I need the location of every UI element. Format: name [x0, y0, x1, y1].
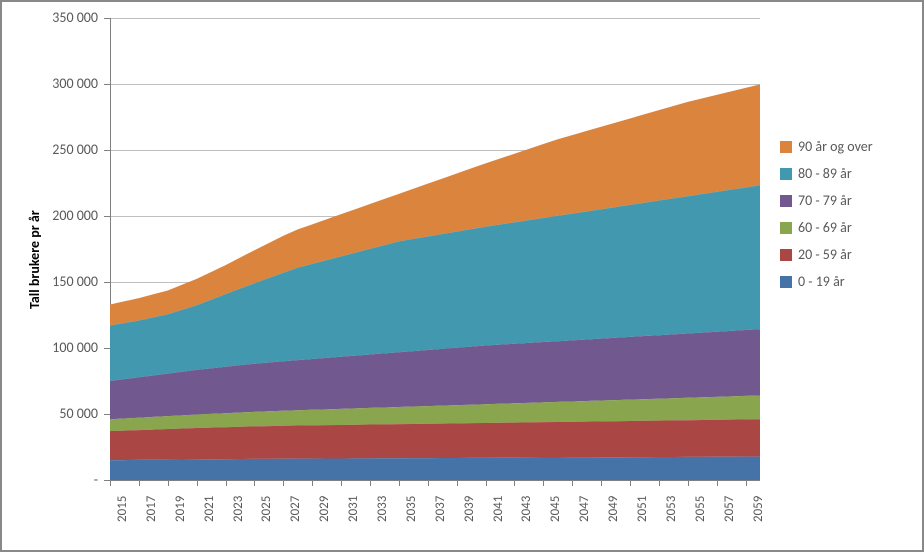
- legend-item: 80 - 89 år: [780, 165, 873, 182]
- legend-item: 90 år og over: [780, 138, 873, 155]
- legend: 90 år og over 80 - 89 år 70 - 79 år 60 - 69…: [780, 138, 873, 300]
- x-tick: [543, 480, 544, 486]
- x-tick-label: 2051: [635, 496, 650, 522]
- x-tick-label: 2057: [722, 496, 737, 522]
- legend-swatch: [780, 249, 792, 261]
- y-tick-label: 350 000: [38, 9, 98, 26]
- x-tick-label: 2025: [259, 496, 274, 522]
- legend-item: 60 - 69 år: [780, 219, 873, 236]
- x-tick: [514, 480, 515, 486]
- x-tick: [139, 480, 140, 486]
- x-tick: [746, 480, 747, 486]
- y-tick-label: 300 000: [38, 75, 98, 92]
- x-tick: [341, 480, 342, 486]
- y-tick-label: 100 000: [38, 339, 98, 356]
- legend-label: 90 år og over: [798, 138, 873, 155]
- legend-label: 0 - 19 år: [798, 273, 845, 290]
- x-tick-label: 2021: [202, 496, 217, 522]
- x-tick: [399, 480, 400, 486]
- x-tick-label: 2043: [519, 496, 534, 522]
- x-tick: [717, 480, 718, 486]
- x-tick: [168, 480, 169, 486]
- legend-swatch: [780, 222, 792, 234]
- x-tick: [110, 480, 111, 486]
- legend-item: 70 - 79 år: [780, 192, 873, 209]
- chart-wrap: Tall brukere pr år 90 år og over 80 - 89 …: [2, 2, 922, 550]
- x-tick-label: 2049: [606, 496, 621, 522]
- legend-label: 60 - 69 år: [798, 219, 852, 236]
- x-tick: [226, 480, 227, 486]
- legend-swatch: [780, 276, 792, 288]
- x-tick: [659, 480, 660, 486]
- legend-swatch: [780, 141, 792, 153]
- x-tick-label: 2041: [491, 496, 506, 522]
- x-tick-label: 2045: [548, 496, 563, 522]
- legend-swatch: [780, 168, 792, 180]
- legend-item: 20 - 59 år: [780, 246, 873, 263]
- plot-area: [110, 18, 760, 480]
- legend-swatch: [780, 195, 792, 207]
- x-tick-label: 2059: [751, 496, 766, 522]
- y-tick-label: -: [38, 471, 98, 488]
- legend-label: 80 - 89 år: [798, 165, 852, 182]
- x-tick-label: 2047: [577, 496, 592, 522]
- legend-label: 20 - 59 år: [798, 246, 852, 263]
- x-tick: [370, 480, 371, 486]
- x-tick: [486, 480, 487, 486]
- x-tick-label: 2055: [693, 496, 708, 522]
- chart-frame: Tall brukere pr år 90 år og over 80 - 89 …: [0, 0, 924, 552]
- y-axis-label: Tall brukere pr år: [26, 210, 43, 309]
- x-tick-label: 2035: [404, 496, 419, 522]
- x-tick-label: 2037: [433, 496, 448, 522]
- y-tick-label: 150 000: [38, 273, 98, 290]
- y-tick-label: 250 000: [38, 141, 98, 158]
- x-tick-label: 2015: [115, 496, 130, 522]
- x-tick-label: 2031: [346, 496, 361, 522]
- y-tick-label: 200 000: [38, 207, 98, 224]
- stacked-area-svg: [110, 18, 760, 480]
- x-axis-line: [110, 480, 760, 481]
- x-tick-label: 2029: [317, 496, 332, 522]
- x-tick-label: 2033: [375, 496, 390, 522]
- x-tick: [572, 480, 573, 486]
- x-tick: [254, 480, 255, 486]
- x-tick: [428, 480, 429, 486]
- x-tick: [688, 480, 689, 486]
- legend-label: 70 - 79 år: [798, 192, 852, 209]
- x-tick-label: 2023: [231, 496, 246, 522]
- x-tick-label: 2027: [288, 496, 303, 522]
- x-tick: [312, 480, 313, 486]
- x-tick: [601, 480, 602, 486]
- area-series: [110, 457, 760, 480]
- x-tick-label: 2017: [144, 496, 159, 522]
- x-tick: [457, 480, 458, 486]
- x-tick: [630, 480, 631, 486]
- x-tick-label: 2019: [173, 496, 188, 522]
- legend-item: 0 - 19 år: [780, 273, 873, 290]
- x-tick-label: 2039: [462, 496, 477, 522]
- y-tick-label: 50 000: [38, 405, 98, 422]
- x-tick: [283, 480, 284, 486]
- x-tick: [197, 480, 198, 486]
- x-tick-label: 2053: [664, 496, 679, 522]
